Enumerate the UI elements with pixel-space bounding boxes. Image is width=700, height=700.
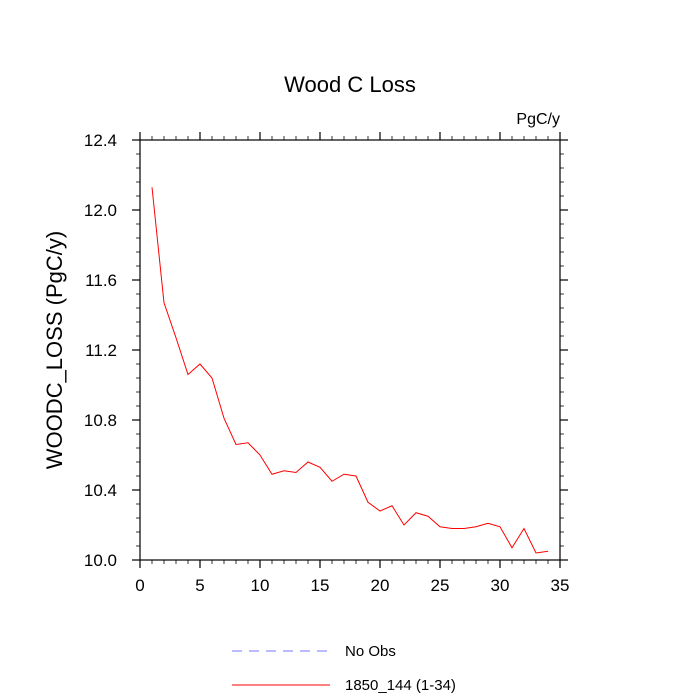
x-tick-label: 25 (431, 576, 450, 595)
series-line-1850-144-1-34- (151, 187, 549, 554)
x-tick-label: 5 (195, 576, 204, 595)
major-ticks (132, 132, 568, 568)
x-tick-label: 35 (551, 576, 570, 595)
x-tick-label: 10 (251, 576, 270, 595)
minor-ticks (136, 136, 564, 564)
x-tick-labels: 0 5 10 15 20 25 30 35 (135, 576, 569, 595)
x-tick-label: 20 (371, 576, 390, 595)
y-tick-label: 12.4 (84, 131, 117, 150)
y-tick-label: 10.4 (84, 481, 117, 500)
y-tick-labels: 10.0 10.4 10.8 11.2 11.6 12.0 12.4 (84, 131, 117, 570)
x-tick-label: 30 (491, 576, 510, 595)
legend-label-no-obs: No Obs (345, 643, 396, 660)
y-tick-label: 10.0 (84, 551, 117, 570)
y-tick-label: 11.2 (85, 341, 117, 360)
y-tick-label: 12.0 (84, 201, 117, 220)
units-label: PgC/y (516, 111, 560, 128)
x-tick-label: 15 (311, 576, 330, 595)
legend-label-1850-144: 1850_144 (1-34) (345, 677, 456, 694)
y-tick-label: 11.6 (85, 271, 117, 290)
plot-frame (139, 139, 561, 561)
x-tick-label: 0 (135, 576, 144, 595)
chart-title: Wood C Loss (284, 72, 416, 97)
y-tick-label: 10.8 (84, 411, 117, 430)
y-axis-label: WOODC_LOSS (PgC/y) (42, 231, 67, 469)
series-layer (151, 187, 549, 554)
legend: No Obs 1850_144 (1-34) (232, 643, 456, 694)
